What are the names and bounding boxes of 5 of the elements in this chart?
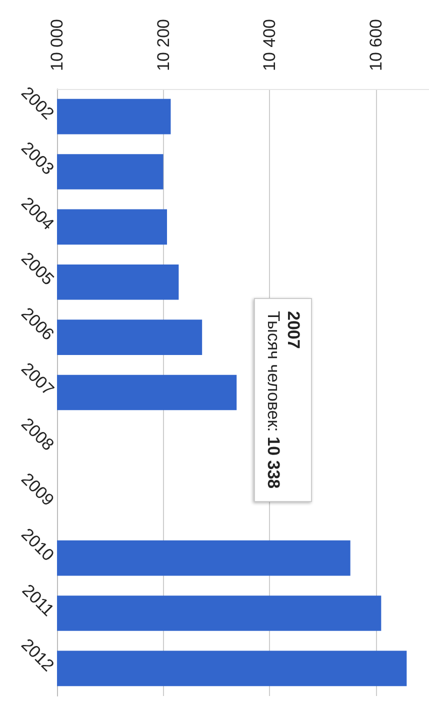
annotation: 2007 Тысяч человек: 10 338 [262, 310, 303, 488]
x-tick-label: 10 000 [48, 19, 66, 71]
x-tick-label: 10 600 [366, 19, 386, 71]
x-tick-label: 10 400 [260, 19, 280, 71]
x-tick-label: 10 200 [154, 19, 173, 71]
